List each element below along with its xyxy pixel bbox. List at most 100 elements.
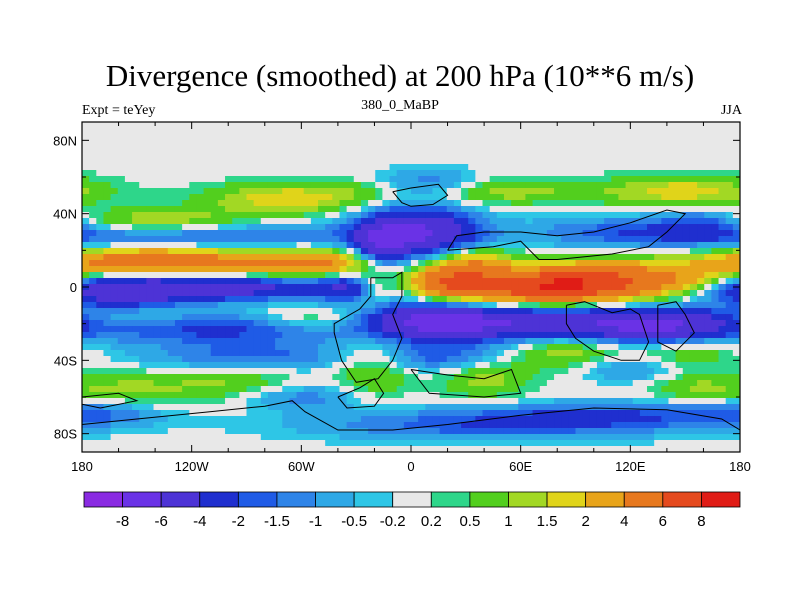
field-cell (639, 146, 648, 153)
field-cell (275, 404, 283, 411)
field-cell (482, 236, 491, 243)
field-cell (382, 440, 391, 447)
field-cell (511, 194, 519, 201)
field-cell (282, 290, 291, 297)
field-cell (282, 344, 291, 351)
field-cell (475, 422, 484, 429)
field-cell (303, 224, 312, 231)
field-cell (425, 236, 434, 243)
field-cell (339, 200, 348, 207)
field-cell (511, 296, 519, 303)
field-cell (439, 356, 448, 363)
field-cell (525, 326, 534, 333)
field-cell (375, 332, 383, 339)
field-cell (489, 326, 498, 333)
field-cell (239, 344, 248, 351)
field-cell (654, 428, 662, 435)
field-cell (318, 374, 326, 381)
field-cell (189, 224, 198, 231)
field-cell (418, 266, 426, 273)
field-cell (453, 194, 462, 201)
field-cell (682, 386, 691, 393)
field-cell (167, 290, 176, 297)
field-cell (475, 218, 484, 225)
field-cell (718, 218, 727, 225)
field-cell (103, 320, 112, 327)
field-cell (139, 326, 147, 333)
field-cell (632, 158, 641, 165)
field-cell (282, 272, 291, 279)
field-cell (403, 224, 412, 231)
field-cell (554, 134, 562, 141)
field-cell (124, 224, 133, 231)
field-cell (461, 440, 469, 447)
field-cell (368, 254, 376, 261)
field-cell (332, 122, 341, 129)
field-cell (432, 158, 441, 165)
field-cell (418, 140, 426, 147)
field-cell (668, 140, 677, 147)
field-cell (225, 356, 233, 363)
field-cell (82, 266, 90, 273)
field-cell (625, 146, 634, 153)
field-cell (267, 206, 276, 213)
field-cell (332, 374, 341, 381)
field-cell (325, 374, 333, 381)
field-cell (389, 206, 398, 213)
field-cell (132, 254, 140, 261)
field-cell (546, 218, 555, 225)
field-cell (546, 344, 555, 351)
field-cell (432, 128, 441, 135)
field-cell (89, 302, 97, 309)
field-cell (389, 218, 398, 225)
field-cell (625, 392, 634, 399)
field-cell (353, 416, 362, 423)
field-cell (189, 422, 198, 429)
field-cell (96, 224, 105, 231)
field-cell (174, 308, 183, 315)
field-cell (96, 140, 105, 147)
field-cell (289, 404, 298, 411)
field-cell (647, 164, 655, 171)
field-cell (632, 152, 641, 159)
field-cell (725, 302, 734, 309)
field-cell (604, 242, 612, 249)
field-cell (632, 212, 641, 219)
field-cell (382, 170, 391, 177)
field-cell (539, 194, 548, 201)
field-cell (260, 362, 269, 369)
field-cell (689, 284, 698, 291)
field-cell (360, 290, 369, 297)
field-cell (318, 122, 326, 129)
field-cell (289, 164, 298, 171)
field-cell (332, 248, 341, 255)
field-cell (318, 440, 326, 447)
field-cell (389, 398, 398, 405)
field-cell (332, 416, 341, 423)
field-cell (139, 380, 147, 387)
field-cell (539, 356, 548, 363)
field-cell (704, 320, 712, 327)
field-cell (582, 278, 591, 285)
field-cell (554, 176, 562, 183)
field-cell (518, 404, 527, 411)
field-cell (346, 320, 355, 327)
field-cell (582, 212, 591, 219)
field-cell (675, 236, 684, 243)
field-cell (396, 290, 405, 297)
field-cell (596, 152, 605, 159)
field-cell (539, 320, 548, 327)
field-cell (217, 320, 226, 327)
field-cell (525, 290, 534, 297)
field-cell (289, 122, 298, 129)
field-cell (625, 302, 634, 309)
field-cell (110, 320, 119, 327)
field-cell (96, 152, 105, 159)
field-cell (496, 338, 505, 345)
field-cell (153, 212, 162, 219)
field-cell (275, 200, 283, 207)
field-cell (267, 272, 276, 279)
field-cell (217, 290, 226, 297)
field-cell (561, 278, 569, 285)
field-cell (575, 194, 584, 201)
